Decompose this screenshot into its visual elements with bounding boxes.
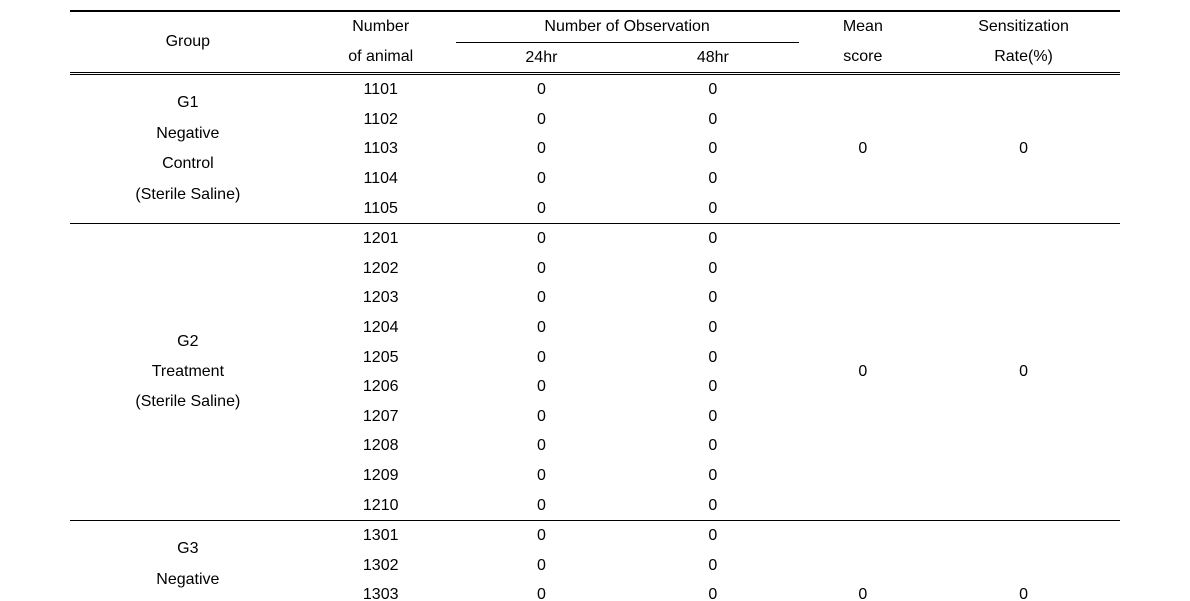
obs-48hr: 0 [627, 254, 798, 284]
group-label: G1NegativeControl(Sterile Saline) [70, 74, 306, 224]
animal-number: 1301 [306, 521, 456, 551]
obs-48hr: 0 [627, 194, 798, 224]
obs-24hr: 0 [456, 491, 627, 521]
sensitization-table: Group Number Number of Observation Mean … [70, 10, 1120, 601]
col-header-sens-top: Sensitization [927, 11, 1120, 42]
animal-number: 1203 [306, 283, 456, 313]
animal-number: 1204 [306, 313, 456, 343]
obs-48hr: 0 [627, 551, 798, 581]
mean-score: 0 [799, 224, 928, 521]
obs-24hr: 0 [456, 313, 627, 343]
group-label: G2Treatment(Sterile Saline) [70, 224, 306, 521]
sensitization-rate: 0 [927, 74, 1120, 224]
obs-24hr: 0 [456, 164, 627, 194]
obs-48hr: 0 [627, 521, 798, 551]
animal-number: 1302 [306, 551, 456, 581]
obs-48hr: 0 [627, 343, 798, 373]
col-header-group: Group [70, 11, 306, 74]
obs-48hr: 0 [627, 74, 798, 105]
table-body: G1NegativeControl(Sterile Saline)1101000… [70, 74, 1120, 601]
obs-24hr: 0 [456, 134, 627, 164]
sensitization-rate: 0 [927, 224, 1120, 521]
animal-number: 1208 [306, 431, 456, 461]
obs-48hr: 0 [627, 283, 798, 313]
animal-number: 1303 [306, 580, 456, 601]
animal-number: 1102 [306, 105, 456, 135]
animal-number: 1103 [306, 134, 456, 164]
sensitization-rate: 0 [927, 521, 1120, 601]
col-header-number-top: Number [306, 11, 456, 42]
col-header-number-bottom: of animal [306, 42, 456, 74]
animal-number: 1207 [306, 402, 456, 432]
obs-24hr: 0 [456, 105, 627, 135]
obs-48hr: 0 [627, 164, 798, 194]
obs-48hr: 0 [627, 372, 798, 402]
col-header-observation: Number of Observation [456, 11, 799, 42]
obs-24hr: 0 [456, 372, 627, 402]
animal-number: 1205 [306, 343, 456, 373]
group-label: G3NegativeControl(Cotton seed oil) [70, 521, 306, 601]
col-header-24hr: 24hr [456, 42, 627, 74]
obs-24hr: 0 [456, 254, 627, 284]
obs-48hr: 0 [627, 431, 798, 461]
obs-24hr: 0 [456, 343, 627, 373]
obs-24hr: 0 [456, 283, 627, 313]
obs-48hr: 0 [627, 105, 798, 135]
col-header-48hr: 48hr [627, 42, 798, 74]
obs-24hr: 0 [456, 194, 627, 224]
obs-24hr: 0 [456, 521, 627, 551]
animal-number: 1209 [306, 461, 456, 491]
obs-24hr: 0 [456, 224, 627, 254]
mean-score: 0 [799, 521, 928, 601]
mean-score: 0 [799, 74, 928, 224]
col-header-mean-top: Mean [799, 11, 928, 42]
obs-48hr: 0 [627, 580, 798, 601]
col-header-sens-bottom: Rate(%) [927, 42, 1120, 74]
obs-48hr: 0 [627, 224, 798, 254]
obs-48hr: 0 [627, 313, 798, 343]
obs-48hr: 0 [627, 402, 798, 432]
obs-48hr: 0 [627, 461, 798, 491]
obs-24hr: 0 [456, 402, 627, 432]
animal-number: 1201 [306, 224, 456, 254]
animal-number: 1101 [306, 74, 456, 105]
obs-24hr: 0 [456, 431, 627, 461]
animal-number: 1202 [306, 254, 456, 284]
obs-24hr: 0 [456, 74, 627, 105]
col-header-mean-bottom: score [799, 42, 928, 74]
table-header: Group Number Number of Observation Mean … [70, 11, 1120, 74]
animal-number: 1104 [306, 164, 456, 194]
obs-48hr: 0 [627, 134, 798, 164]
obs-24hr: 0 [456, 580, 627, 601]
animal-number: 1105 [306, 194, 456, 224]
obs-48hr: 0 [627, 491, 798, 521]
animal-number: 1206 [306, 372, 456, 402]
obs-24hr: 0 [456, 461, 627, 491]
obs-24hr: 0 [456, 551, 627, 581]
animal-number: 1210 [306, 491, 456, 521]
